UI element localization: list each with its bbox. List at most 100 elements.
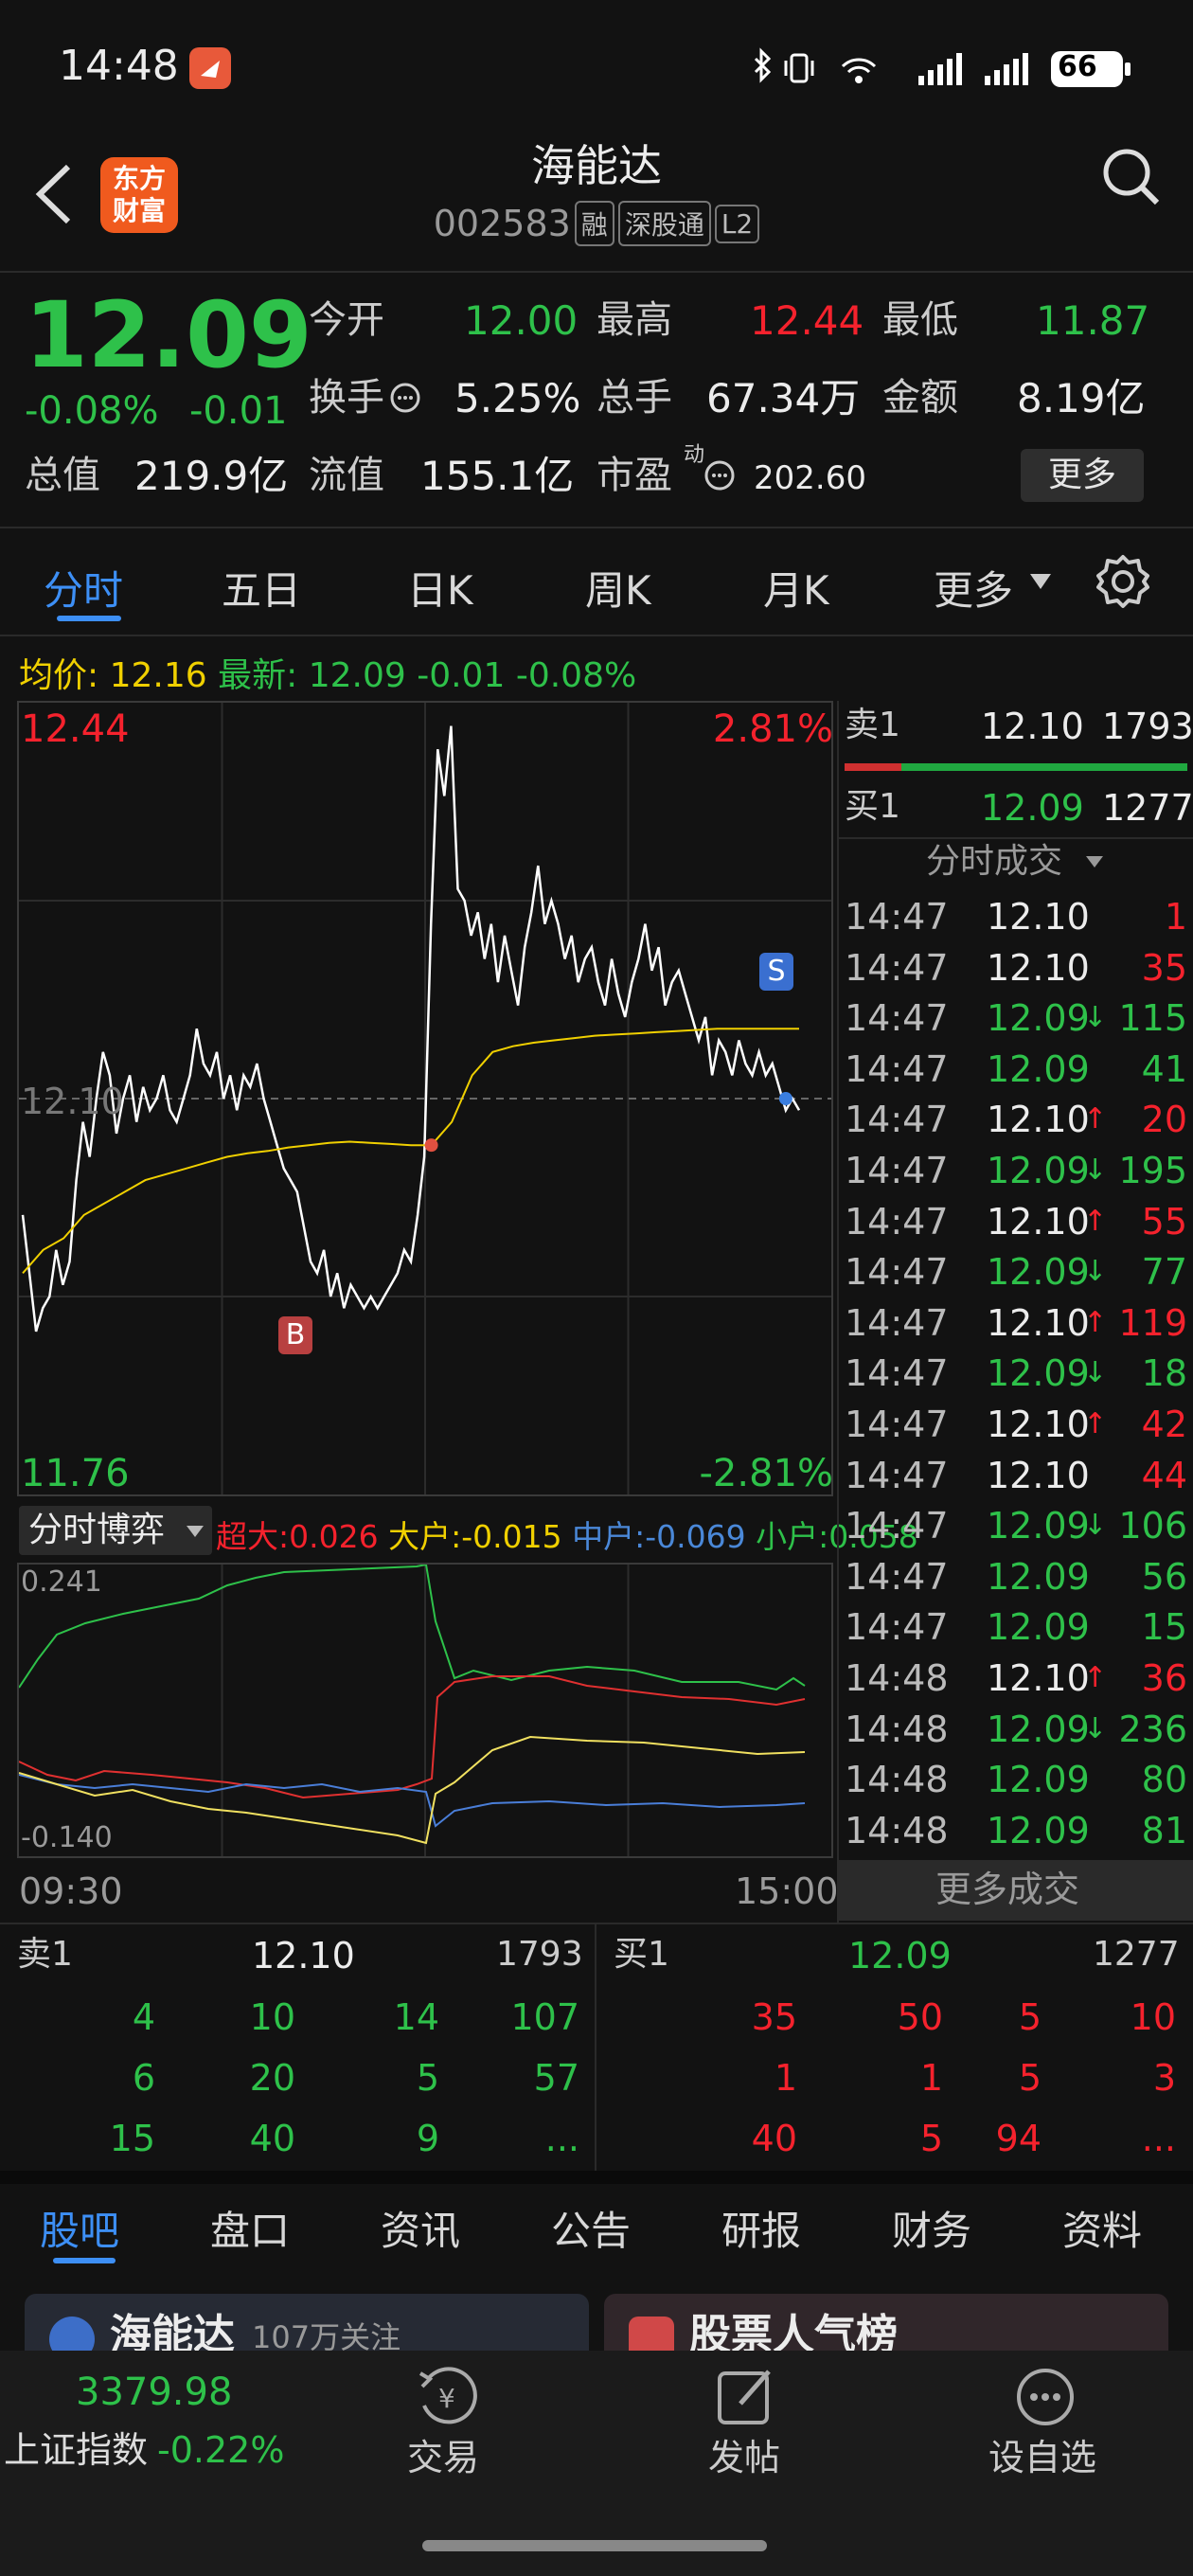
tag-connect: 深股通	[617, 201, 711, 246]
info-icon[interactable]	[388, 381, 422, 419]
tag-margin: 融	[574, 201, 614, 246]
tab-guba[interactable]: 股吧	[40, 2208, 120, 2254]
tick-price: 12.09	[987, 1150, 1090, 1191]
tick-volume: 80	[1141, 1759, 1187, 1801]
tick-row: 14:48 12.09 80	[841, 1751, 1189, 1802]
super-value: 0.026	[289, 1518, 379, 1555]
caret-down-icon	[1028, 572, 1053, 595]
tab-finance[interactable]: 财务	[892, 2208, 972, 2254]
tick-row: 14:48 12.09 81	[841, 1802, 1189, 1853]
arrow-down-icon: ↓	[1083, 1356, 1108, 1390]
tick-volume: 15	[1141, 1606, 1187, 1649]
nav-post[interactable]: 发帖	[708, 2437, 781, 2478]
sell-marker[interactable]: S	[759, 953, 793, 991]
latest-chg: -0.01	[417, 656, 506, 695]
back-button[interactable]	[30, 161, 78, 227]
tick-time: 14:47	[845, 1047, 949, 1090]
tab-news[interactable]: 资讯	[381, 2208, 461, 2254]
large-value: -0.015	[461, 1518, 562, 1555]
index-name[interactable]: 上证指数	[4, 2429, 149, 2471]
tick-price: 12.10	[987, 896, 1090, 938]
tick-time: 14:47	[845, 997, 949, 1040]
divider	[839, 837, 1193, 839]
volume-label: 总手	[596, 376, 672, 420]
trade-icon[interactable]: ¥	[411, 2364, 483, 2430]
index-change[interactable]: -0.22%	[157, 2429, 285, 2471]
search-button[interactable]	[1098, 144, 1165, 210]
divider	[0, 271, 1193, 273]
pe-info-icon[interactable]	[703, 458, 737, 496]
tick-row: 14:47 12.09 ↓ 18	[841, 1345, 1189, 1396]
capital-flow-chart[interactable]	[17, 1563, 833, 1858]
tab-profile[interactable]: 资料	[1062, 2208, 1143, 2254]
time-end: 15:00	[735, 1870, 839, 1912]
tab-announcements[interactable]: 公告	[551, 2208, 632, 2254]
nav-trade[interactable]: 交易	[407, 2437, 480, 2478]
tick-row: 14:47 12.09 ↓ 77	[841, 1243, 1189, 1295]
divider	[0, 527, 1193, 528]
more-trades-button[interactable]: 更多成交	[839, 1860, 1193, 1921]
bid-queue-cell: 1	[774, 2057, 797, 2099]
arrow-up-icon: ↑	[1083, 1102, 1108, 1136]
arrow-up-icon: ↑	[1083, 1407, 1108, 1440]
tab-intraday[interactable]: 分时	[44, 567, 124, 614]
ob-bid-price: 12.09	[848, 1935, 952, 1977]
tick-row: 14:48 12.10 ↑ 36	[841, 1650, 1189, 1701]
avg-value: 12.16	[109, 656, 207, 695]
tick-row: 14:47 12.10 35	[841, 939, 1189, 991]
buy-marker[interactable]: B	[278, 1316, 312, 1354]
flow-line-super	[19, 1675, 806, 1799]
edit-icon[interactable]	[712, 2364, 780, 2430]
tick-volume: 36	[1141, 1657, 1187, 1699]
avg-label: 均价:	[19, 656, 99, 695]
tick-time: 14:47	[845, 946, 949, 989]
bid-queue-cell: 94	[995, 2118, 1042, 2159]
home-indicator[interactable]	[422, 2540, 767, 2551]
divider	[0, 635, 1193, 636]
tick-price: 12.09	[987, 1251, 1090, 1294]
tick-time: 14:47	[845, 1200, 949, 1243]
high-value: 12.44	[750, 297, 864, 344]
more-trades-label: 更多成交	[935, 1869, 1080, 1910]
small-label: 小户:	[756, 1518, 829, 1555]
panel-divider	[837, 701, 839, 1923]
guba-card[interactable]: 海能达 107万关注	[25, 2294, 589, 2351]
tab-five-day[interactable]: 五日	[222, 567, 302, 614]
tick-row: 14:47 12.09 ↓ 115	[841, 990, 1189, 1041]
settings-button[interactable]	[1095, 553, 1151, 614]
tab-pankou[interactable]: 盘口	[210, 2208, 291, 2254]
status-time: 14:48	[59, 42, 179, 90]
tab-research[interactable]: 研报	[721, 2208, 802, 2254]
tick-row: 14:47 12.09 56	[841, 1548, 1189, 1600]
ticks-header[interactable]: 分时成交	[926, 842, 1063, 881]
tick-price: 12.09	[987, 1047, 1090, 1090]
tick-volume: 77	[1141, 1251, 1187, 1294]
tab-weekly-k[interactable]: 周K	[585, 567, 651, 614]
arrow-up-icon: ↑	[1083, 1661, 1108, 1694]
tick-time: 14:48	[845, 1759, 949, 1801]
tick-time: 14:47	[845, 896, 949, 938]
tick-time: 14:47	[845, 1099, 949, 1141]
more-button[interactable]: 更多	[1021, 449, 1144, 502]
guba-card-followers: 107万关注	[252, 2319, 401, 2351]
nav-watchlist[interactable]: 设自选	[988, 2437, 1097, 2478]
tick-price: 12.09	[987, 1555, 1090, 1598]
tab-monthly-k[interactable]: 月K	[763, 567, 829, 614]
ob-ask-price: 12.10	[252, 1935, 355, 1977]
flow-y-max: 0.241	[21, 1565, 102, 1599]
bid-queue-cell: 5	[919, 2118, 943, 2159]
latest-value: 12.09	[308, 656, 406, 695]
more-icon[interactable]	[1011, 2364, 1079, 2430]
arrow-up-icon: ↑	[1083, 1204, 1108, 1238]
tab-more[interactable]: 更多	[934, 567, 1014, 614]
tick-volume: 1	[1164, 896, 1187, 938]
index-value[interactable]: 3379.98	[76, 2370, 233, 2414]
intraday-chart[interactable]	[17, 701, 833, 1496]
tick-price: 12.10	[987, 1657, 1090, 1699]
popularity-card-title: 股票人气榜	[689, 2311, 898, 2352]
flow-selector[interactable]: 分时博弈	[19, 1506, 212, 1555]
ask-strength-bar	[845, 763, 901, 771]
tab-daily-k[interactable]: 日K	[407, 567, 473, 614]
popularity-card[interactable]: 股票人气榜	[604, 2294, 1168, 2351]
ask-queue-cell: 107	[510, 1996, 579, 2038]
